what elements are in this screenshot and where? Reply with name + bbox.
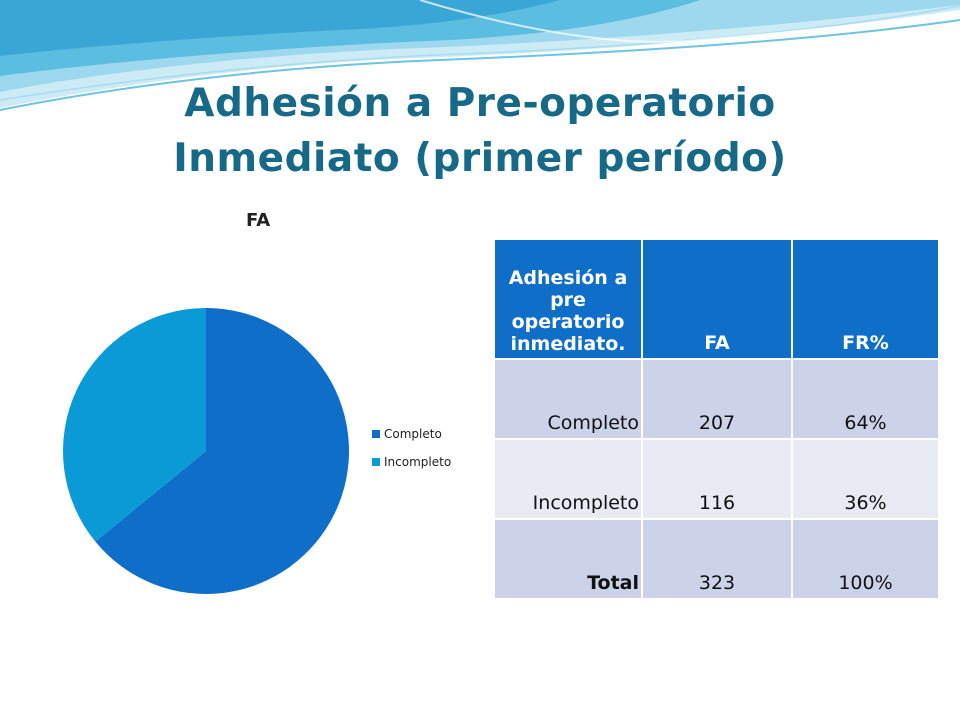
row-fa: 207 <box>641 358 793 440</box>
table-row-total: Total 323 100% <box>493 518 940 600</box>
legend-item-incompleto: Incompleto <box>372 455 451 469</box>
legend-swatch-incompleto <box>372 458 380 466</box>
row-label: Total <box>493 518 643 600</box>
slide-title-line1: Adhesión a Pre-operatorio <box>184 81 776 126</box>
header-wave-decoration <box>0 0 960 111</box>
pie-slice-completo <box>95 308 349 594</box>
header-fa: FA <box>641 238 793 360</box>
pie-slice-incompleto <box>63 308 207 542</box>
row-fr: 36% <box>791 438 940 520</box>
slide-title: Adhesión a Pre-operatorio Inmediato (pri… <box>0 76 960 186</box>
header-fr: FR% <box>791 238 940 360</box>
row-fa: 323 <box>641 518 793 600</box>
row-label: Incompleto <box>493 438 643 520</box>
row-fr: 100% <box>791 518 940 600</box>
chart-legend: Completo Incompleto <box>372 427 451 483</box>
data-table: Adhesión a pre operatorio inmediato. FA … <box>493 238 940 600</box>
chart-title: FA <box>246 210 271 231</box>
table-header-row: Adhesión a pre operatorio inmediato. FA … <box>493 238 940 360</box>
header-adhesion: Adhesión a pre operatorio inmediato. <box>493 238 643 360</box>
legend-label-completo: Completo <box>384 427 442 441</box>
pie-chart <box>63 308 349 594</box>
legend-label-incompleto: Incompleto <box>384 455 452 469</box>
row-label: Completo <box>493 358 643 440</box>
legend-swatch-completo <box>372 430 380 438</box>
row-fa: 116 <box>641 438 793 520</box>
row-fr: 64% <box>791 358 940 440</box>
slide-title-line2: Inmediato (primer período) <box>173 136 787 181</box>
table-row: Incompleto 116 36% <box>493 438 940 520</box>
legend-item-completo: Completo <box>372 427 451 441</box>
table-row: Completo 207 64% <box>493 358 940 440</box>
